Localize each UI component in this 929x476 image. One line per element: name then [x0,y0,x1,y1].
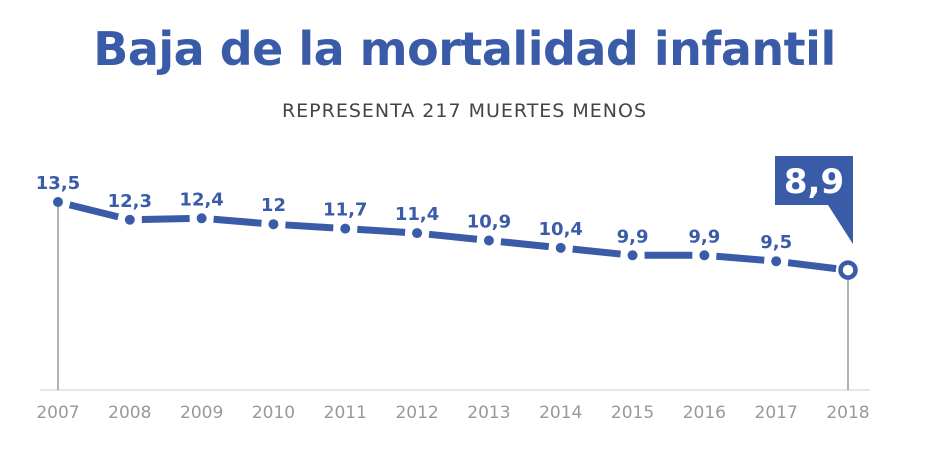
data-point [555,242,566,253]
highlight-label: 8,9 [784,162,844,202]
data-point [124,214,135,225]
data-point [627,250,638,261]
data-point [699,250,710,261]
data-point [771,256,782,267]
data-label: 11,4 [395,204,439,225]
line-segment [787,259,837,273]
x-tick-label: 2014 [539,403,582,423]
x-tick-label: 2018 [826,403,869,423]
data-point [268,219,279,230]
data-label: 9,9 [617,226,649,247]
data-label: 12,3 [108,191,152,212]
data-point-highlight [838,260,858,280]
line-segment [68,201,120,221]
line-segment [500,238,550,251]
data-label: 9,5 [760,232,792,253]
line-segment [213,215,262,227]
x-tick-label: 2012 [395,403,438,423]
chart-title: Baja de la mortalidad infantil [93,22,836,76]
line-segment [141,215,190,224]
data-label: 10,9 [467,211,511,232]
x-tick-label: 2007 [36,403,79,423]
highlight-callout [775,156,853,245]
x-tick-label: 2017 [755,403,798,423]
data-point [196,213,207,224]
x-tick-label: 2016 [683,403,726,423]
chart-subtitle: REPRESENTA 217 MUERTES MENOS [281,100,648,122]
x-tick-label: 2015 [611,403,654,423]
x-tick-label: 2010 [252,403,295,423]
data-label: 10,4 [539,219,583,240]
line-segment [716,252,765,264]
data-label: 12 [261,195,286,216]
data-label: 11,7 [323,200,367,221]
line-segment [285,221,334,232]
data-point [483,235,494,246]
data-point [340,223,351,234]
line-segment [428,230,478,243]
data-point [412,228,423,239]
x-tick-label: 2009 [180,403,223,423]
line-segment [357,225,406,236]
data-label: 12,4 [179,189,223,210]
data-label: 9,9 [688,226,720,247]
x-tick-label: 2011 [324,403,367,423]
x-tick-label: 2013 [467,403,510,423]
data-label: 13,5 [36,173,80,194]
x-tick-label: 2008 [108,403,151,423]
data-point [53,197,63,207]
line-segment [572,245,621,258]
